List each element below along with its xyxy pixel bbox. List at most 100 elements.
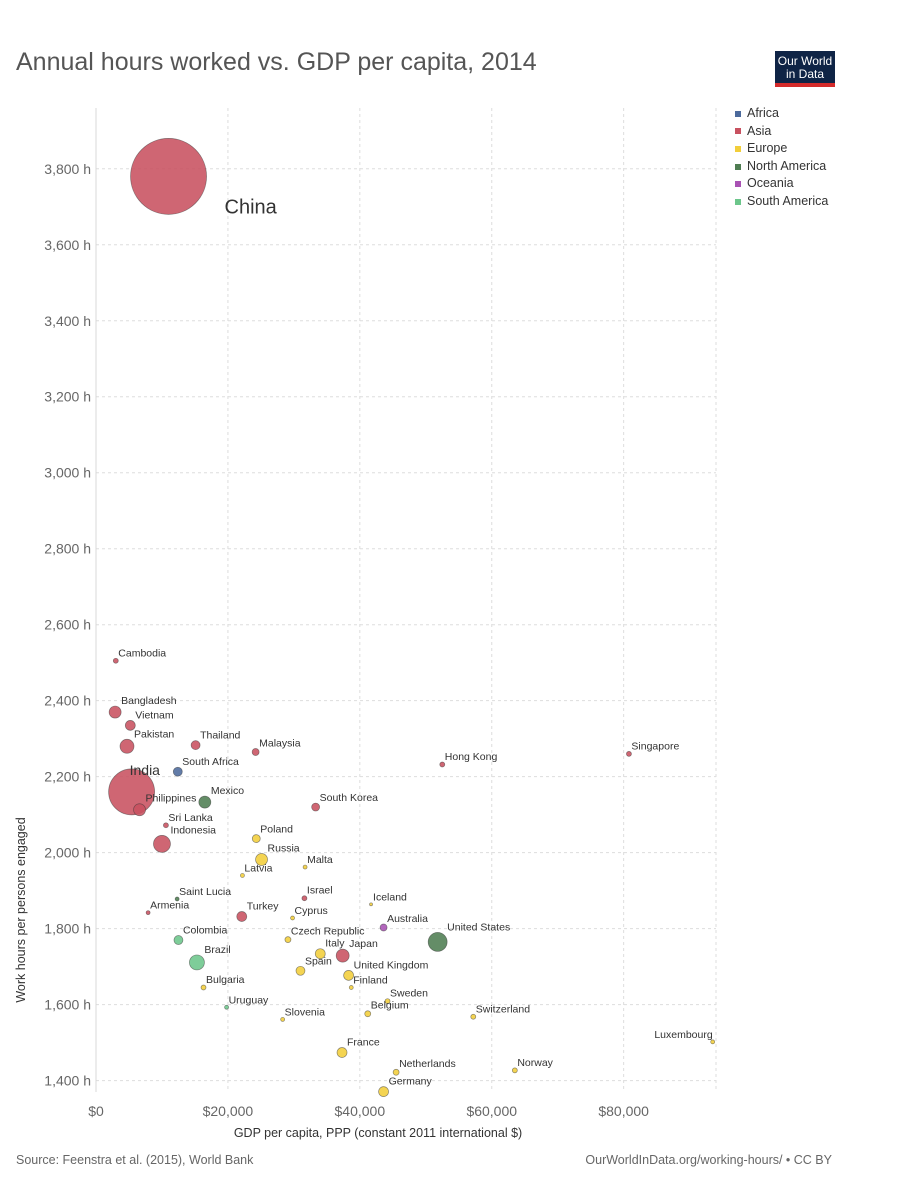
point-cambodia[interactable] bbox=[112, 657, 119, 664]
point-label-netherlands: Netherlands bbox=[399, 1058, 456, 1070]
legend-swatch-europe bbox=[735, 145, 741, 152]
point-hong-kong[interactable] bbox=[439, 761, 446, 768]
point-mexico[interactable] bbox=[198, 795, 212, 809]
point-sri-lanka[interactable] bbox=[163, 822, 169, 829]
legend-label-africa: Africa bbox=[747, 106, 779, 120]
y-tick-label: 1,800 h bbox=[44, 921, 91, 937]
point-label-brazil: Brazil bbox=[204, 944, 230, 956]
legend-item-oceania[interactable]: Oceania bbox=[735, 175, 828, 193]
point-indonesia[interactable] bbox=[153, 835, 171, 853]
point-label-hong-kong: Hong Kong bbox=[445, 751, 498, 763]
source-url[interactable]: OurWorldInData.org/working-hours/ • CC B… bbox=[585, 1153, 832, 1167]
point-belgium[interactable] bbox=[364, 1010, 372, 1018]
point-israel[interactable] bbox=[301, 895, 308, 902]
point-label-uruguay: Uruguay bbox=[229, 994, 269, 1006]
point-label-bulgaria: Bulgaria bbox=[206, 974, 245, 986]
y-tick-label: 1,600 h bbox=[44, 997, 91, 1013]
y-tick-label: 3,800 h bbox=[44, 161, 91, 177]
point-uruguay[interactable] bbox=[224, 1004, 229, 1010]
point-label-latvia: Latvia bbox=[244, 862, 272, 874]
legend-item-europe[interactable]: Europe bbox=[735, 140, 828, 158]
point-germany[interactable] bbox=[378, 1086, 389, 1097]
gridlines bbox=[96, 108, 717, 1092]
legend-label-north-america: North America bbox=[747, 158, 827, 173]
point-south-africa[interactable] bbox=[172, 766, 183, 777]
point-netherlands[interactable] bbox=[392, 1068, 400, 1076]
point-india[interactable] bbox=[108, 768, 155, 816]
point-philippines[interactable] bbox=[133, 803, 146, 817]
legend-item-south-america[interactable]: South America bbox=[735, 193, 828, 211]
point-label-china: China bbox=[225, 196, 278, 218]
point-spain[interactable] bbox=[295, 965, 306, 976]
point-malta[interactable] bbox=[302, 864, 308, 870]
legend-item-africa[interactable]: Africa bbox=[735, 105, 828, 123]
x-tick-label: $40,000 bbox=[335, 1103, 386, 1119]
point-label-luxembourg: Luxembourg bbox=[654, 1029, 713, 1041]
point-sweden[interactable] bbox=[384, 998, 391, 1005]
point-norway[interactable] bbox=[511, 1067, 518, 1074]
point-label-australia: Australia bbox=[387, 913, 428, 925]
legend-item-north-america[interactable]: North America bbox=[735, 158, 828, 176]
point-russia[interactable] bbox=[255, 853, 268, 866]
point-colombia[interactable] bbox=[173, 935, 184, 945]
x-tick-label: $0 bbox=[88, 1103, 104, 1119]
legend: Africa Asia Europe North America Oceania… bbox=[735, 105, 828, 211]
point-bangladesh[interactable] bbox=[108, 705, 122, 719]
point-malaysia[interactable] bbox=[251, 748, 260, 756]
point-china[interactable] bbox=[130, 138, 207, 215]
point-label-malaysia: Malaysia bbox=[259, 737, 301, 749]
point-luxembourg[interactable] bbox=[710, 1039, 716, 1045]
x-axis-label: GDP per capita, PPP (constant 2011 inter… bbox=[234, 1126, 522, 1140]
point-label-malta: Malta bbox=[307, 854, 333, 866]
point-united-kingdom[interactable] bbox=[343, 970, 354, 981]
owid-logo[interactable]: Our World in Data bbox=[775, 51, 835, 87]
x-tick-label: $20,000 bbox=[203, 1103, 254, 1119]
point-france[interactable] bbox=[336, 1047, 348, 1058]
point-label-czech-republic: Czech Republic bbox=[291, 926, 365, 938]
x-tick-label: $80,000 bbox=[598, 1103, 649, 1119]
point-poland[interactable] bbox=[251, 834, 261, 843]
x-axis-ticks: $0 $20,000 $40,000 $60,000 $80,000 bbox=[88, 1103, 649, 1119]
point-united-states[interactable] bbox=[427, 932, 448, 952]
y-tick-label: 2,800 h bbox=[44, 541, 91, 557]
point-vietnam[interactable] bbox=[124, 720, 136, 731]
point-south-korea[interactable] bbox=[311, 802, 320, 812]
point-label-united-states: United States bbox=[447, 921, 510, 933]
point-pakistan[interactable] bbox=[119, 738, 135, 754]
point-label-vietnam: Vietnam bbox=[135, 709, 174, 721]
point-label-armenia: Armenia bbox=[150, 900, 189, 912]
point-italy[interactable] bbox=[314, 948, 326, 960]
point-saint-lucia[interactable] bbox=[174, 896, 180, 902]
point-label-singapore: Singapore bbox=[631, 740, 679, 752]
point-turkey[interactable] bbox=[236, 911, 248, 922]
point-label-colombia: Colombia bbox=[183, 925, 228, 937]
x-tick-label: $60,000 bbox=[466, 1103, 517, 1119]
point-czech-republic[interactable] bbox=[284, 936, 292, 944]
y-tick-label: 3,000 h bbox=[44, 465, 91, 481]
point-bulgaria[interactable] bbox=[200, 984, 207, 991]
point-brazil[interactable] bbox=[189, 954, 205, 971]
point-thailand[interactable] bbox=[190, 740, 201, 750]
point-iceland[interactable] bbox=[369, 902, 373, 907]
y-axis-label: Work hours per persons engaged bbox=[14, 817, 28, 1002]
point-singapore[interactable] bbox=[626, 751, 632, 757]
point-slovenia[interactable] bbox=[280, 1017, 286, 1022]
point-japan[interactable] bbox=[335, 948, 350, 963]
point-australia[interactable] bbox=[379, 923, 388, 932]
point-label-germany: Germany bbox=[389, 1076, 433, 1088]
point-label-france: France bbox=[347, 1036, 380, 1048]
point-armenia[interactable] bbox=[145, 910, 151, 916]
legend-item-asia[interactable]: Asia bbox=[735, 123, 828, 141]
point-label-india: India bbox=[130, 762, 161, 778]
point-latvia[interactable] bbox=[240, 873, 245, 878]
legend-label-europe: Europe bbox=[747, 141, 788, 156]
y-tick-label: 3,400 h bbox=[44, 313, 91, 329]
legend-label-oceania: Oceania bbox=[747, 176, 794, 191]
point-finland[interactable] bbox=[348, 985, 354, 990]
y-tick-label: 1,400 h bbox=[44, 1073, 91, 1089]
point-cyprus[interactable] bbox=[290, 915, 295, 921]
legend-swatch-south-america bbox=[735, 198, 741, 205]
point-label-norway: Norway bbox=[517, 1057, 553, 1069]
point-switzerland[interactable] bbox=[470, 1013, 477, 1020]
